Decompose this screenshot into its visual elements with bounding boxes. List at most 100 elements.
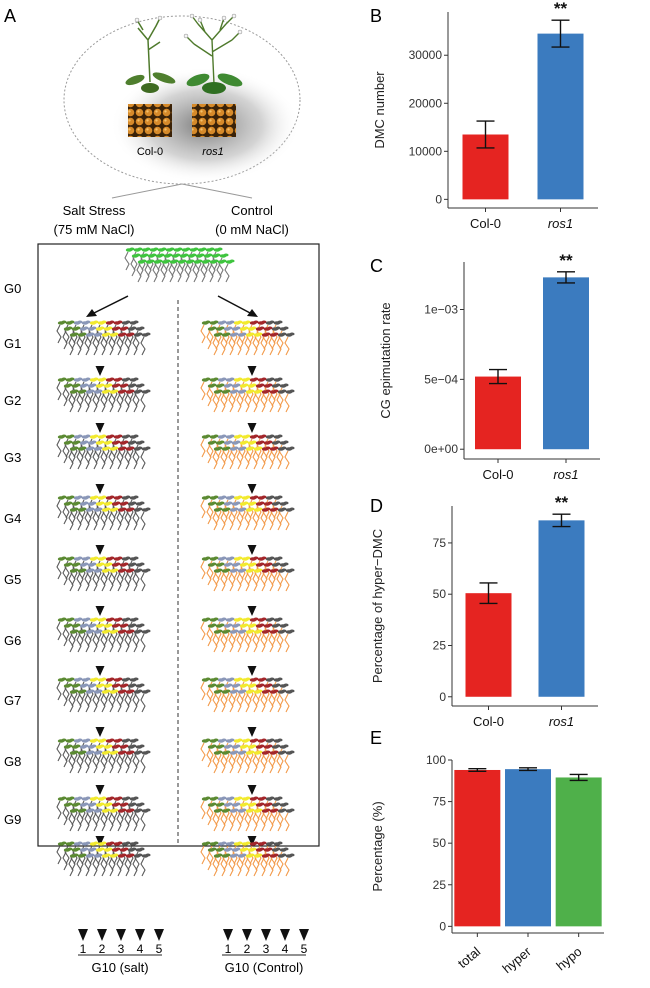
seedling-leaf [77,556,83,560]
seedling-leaf [243,683,249,687]
seedling-leaf [77,738,83,742]
seedling-root [68,511,74,531]
seedling-leaf [235,847,241,851]
seedling-leaf [107,562,113,566]
seedling-leaf [113,853,119,857]
seedling-root [212,450,218,470]
seedling-root [56,324,62,344]
seedling-leaf [97,568,103,572]
generation-arrow [95,423,105,433]
lineage-drawing [56,247,295,877]
seedling-leaf [109,677,115,681]
g10-line-number: 1 [225,942,232,956]
seedling-leaf [281,332,287,336]
seedling-leaf [101,495,107,499]
seedling-leaf [241,507,247,511]
seedling-leaf [123,383,129,387]
seedling-root [220,511,226,531]
seedling-leaf [221,259,227,263]
seedling-leaf [145,689,151,693]
seedling-leaf [249,750,255,754]
seedling-leaf [213,738,219,742]
x-tick-label: Col-0 [470,216,501,231]
seedling-root [68,336,74,356]
seedling-leaf [269,434,275,438]
seedling-leaf [123,440,129,444]
seedling-leaf [145,507,151,511]
seedling-leaf [145,853,151,857]
seedling-root [228,450,234,470]
seedling-leaf [249,689,255,693]
seedling-leaf [105,808,111,812]
seedling-leaf [245,796,251,800]
generation-arrow [95,666,105,676]
seedling-leaf [135,253,141,257]
seedling-leaf [83,326,89,330]
g10-line-arrow [299,929,309,941]
seedling-leaf [221,556,227,560]
seedling-leaf [211,562,217,566]
seedling-leaf [283,383,289,387]
seedling-leaf [261,738,267,742]
seedling-leaf [265,568,271,572]
x-tick-label: ros1 [548,216,573,231]
seedling-root [244,450,250,470]
seedling-root [252,857,258,877]
seedling-leaf [105,689,111,693]
seedling-leaf [229,677,235,681]
g10-line-arrow [242,929,252,941]
seedling-leaf [129,446,135,450]
seedling-leaf [97,507,103,511]
seedling-leaf [137,689,143,693]
seedling-leaf [201,247,207,251]
seedling-root [192,263,198,283]
seedling-leaf [229,320,235,324]
seedling-leaf [129,332,135,336]
seedling-leaf [167,253,173,257]
seedling-leaf [61,738,67,742]
control-seedlings [200,796,295,832]
seedling-leaf [101,841,107,845]
seedling-leaf [69,738,75,742]
seedling-leaf [269,841,275,845]
seedling-leaf [121,507,127,511]
seedling-root [228,857,234,877]
x-tick-label: Col-0 [482,467,513,482]
seedling-root [140,857,146,877]
seedling-leaf [89,332,95,336]
seedling-leaf [93,617,99,621]
seedling-leaf [267,326,273,330]
seedling-leaf [245,738,251,742]
seedling-leaf [265,689,271,693]
seedling-leaf [277,495,283,499]
seedling-root [84,754,90,774]
seedling-leaf [89,689,95,693]
seedling-leaf [121,750,127,754]
seedling-leaf [137,247,143,251]
seedling-leaf [225,853,231,857]
seedling-leaf [89,446,95,450]
seedling-root [236,336,242,356]
salt-seedlings [56,841,151,877]
y-tick-label: 75 [433,795,447,809]
seedling-leaf [233,332,239,336]
seedling-root [236,572,242,592]
seedling-leaf [73,389,79,393]
seedling-root [260,857,266,877]
seedling-root [76,336,82,356]
seedling-leaf [217,750,223,754]
seedling-root [92,812,98,832]
seedling-leaf [117,556,123,560]
seedling-leaf [267,847,273,851]
seedling-leaf [253,841,259,845]
seedling-leaf [93,677,99,681]
seedling-root [276,633,282,653]
seedling-leaf [61,617,67,621]
seedling-leaf [75,383,81,387]
seedling-leaf [121,332,127,336]
seedling-leaf [93,495,99,499]
seedling-leaf [211,683,217,687]
seedling-root [132,336,138,356]
seedling-leaf [253,495,259,499]
seedling-leaf [289,689,295,693]
